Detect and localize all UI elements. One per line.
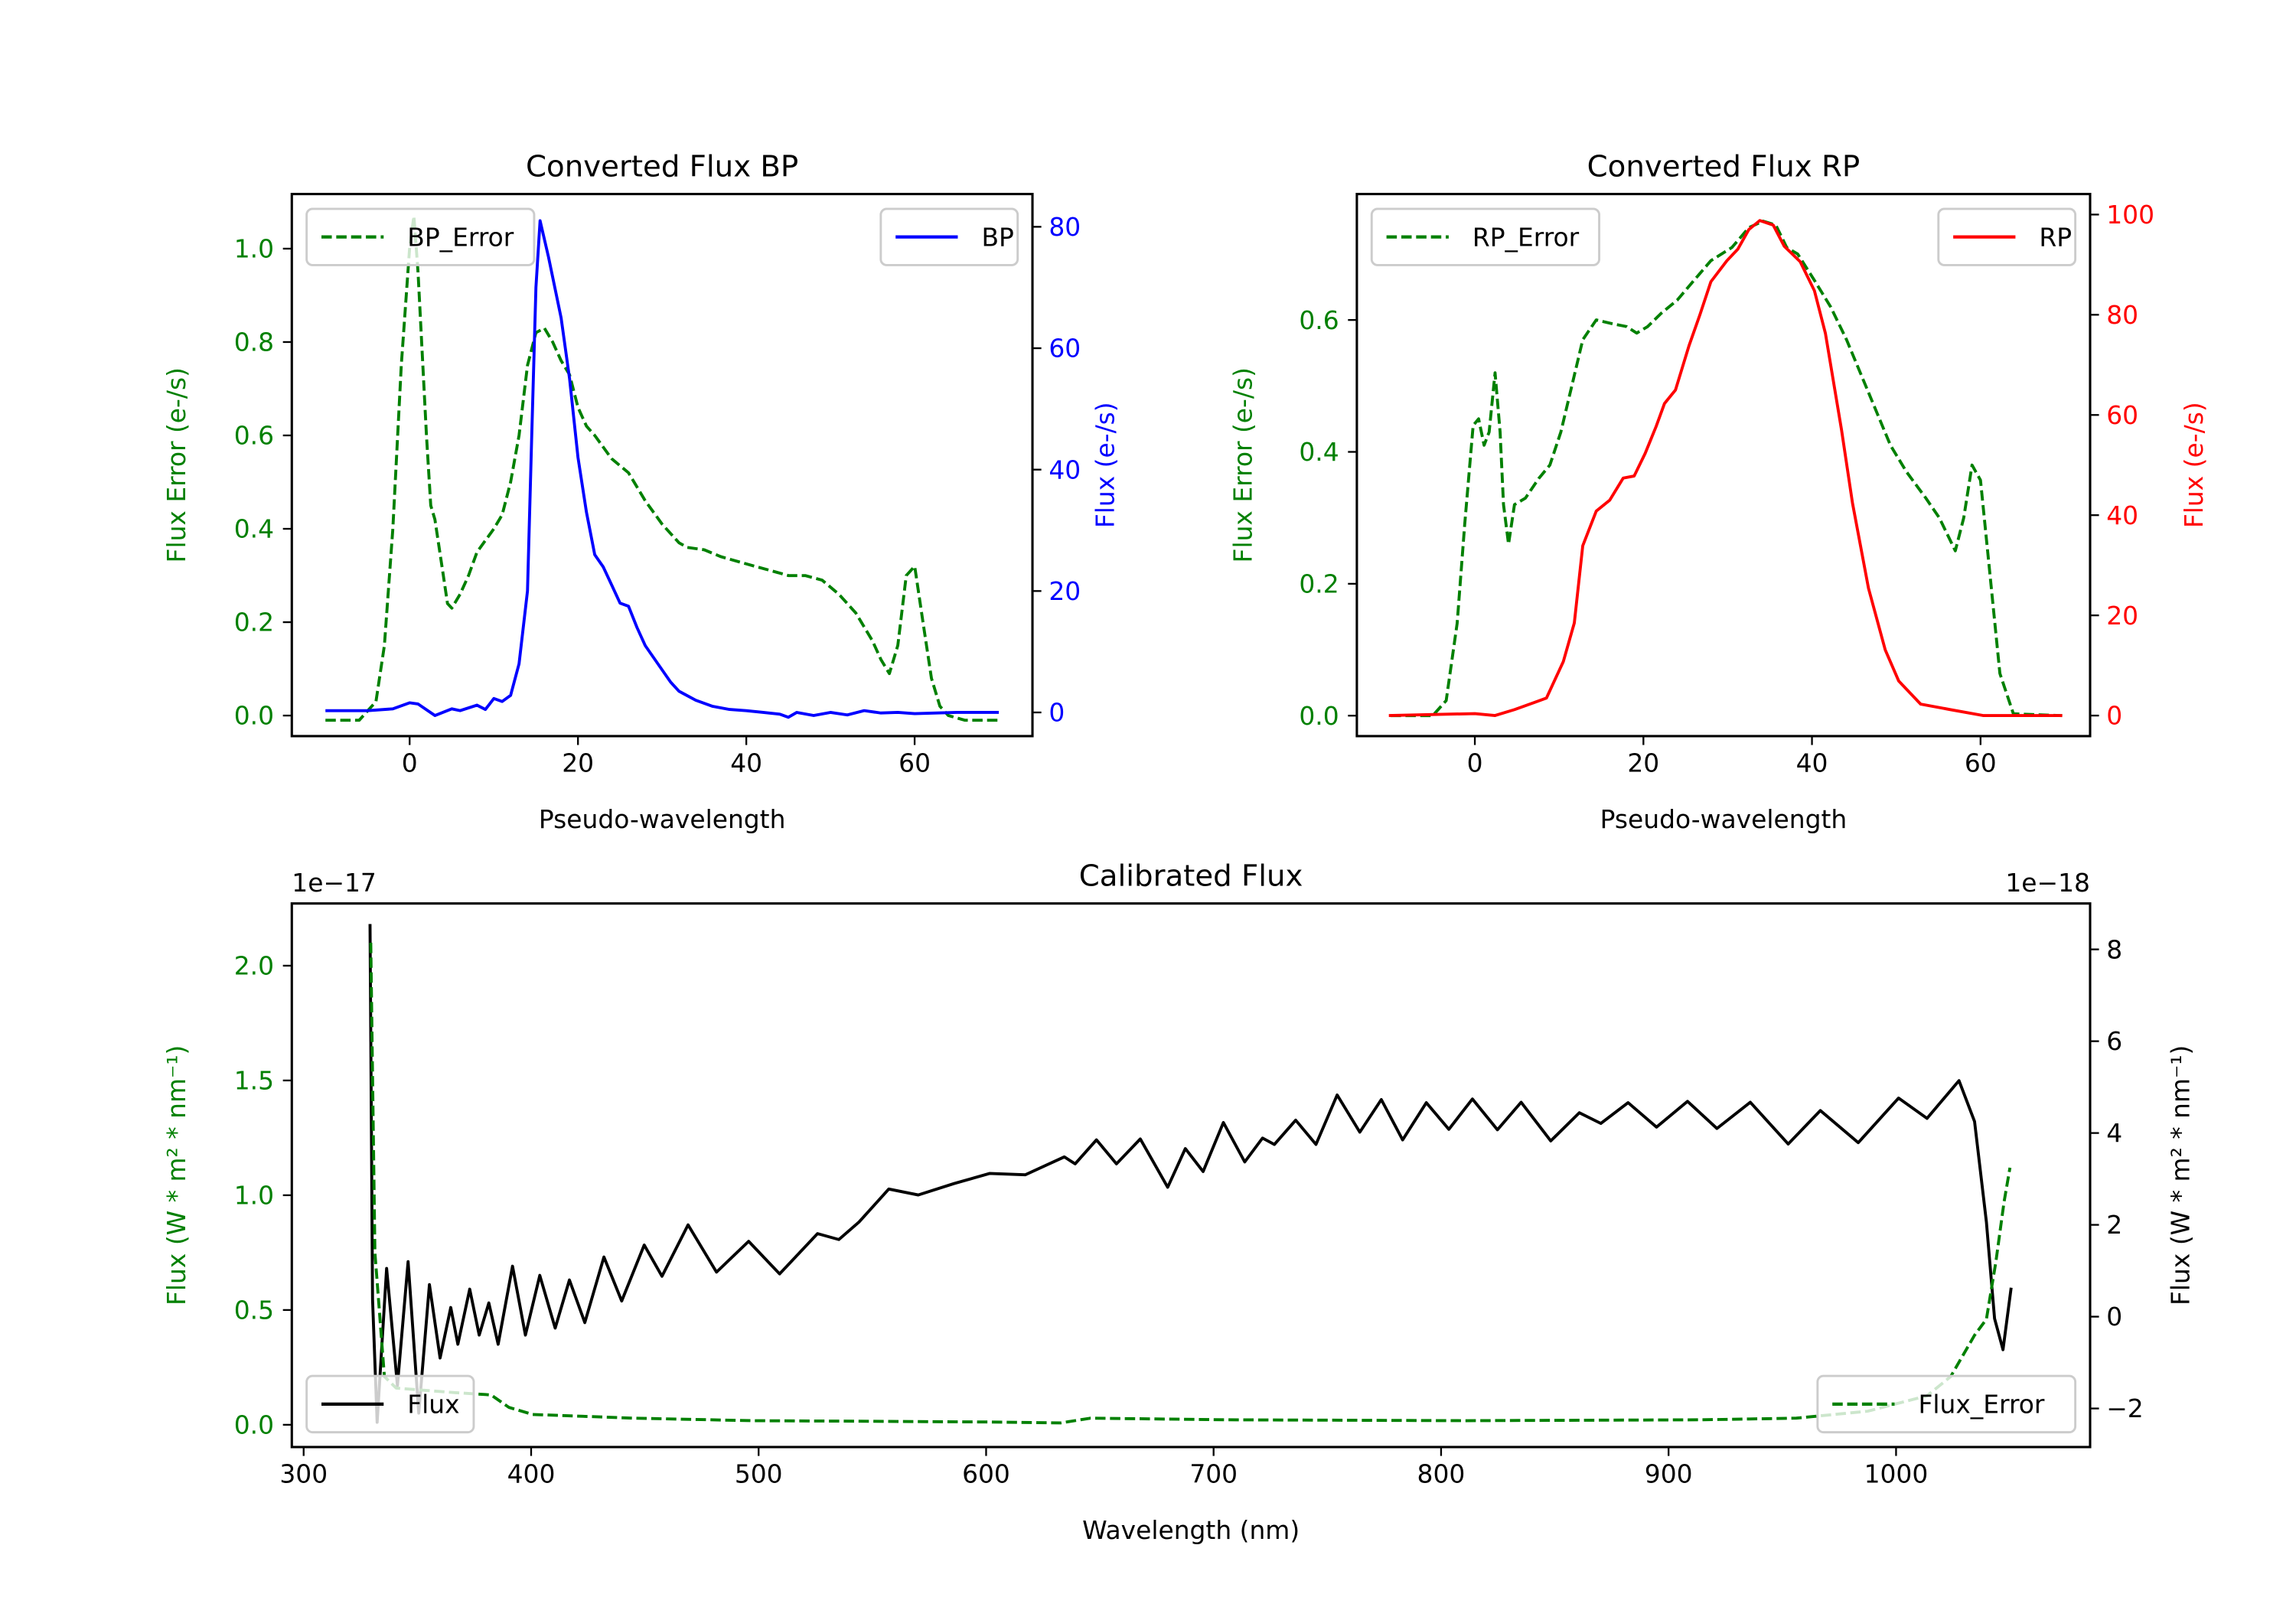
y-left-tick-label: 0.6 <box>1299 305 1339 335</box>
y-right-tick-label: 100 <box>2106 200 2154 230</box>
axes-frame <box>290 193 1034 738</box>
y-left-tick-label: 0.0 <box>234 701 274 731</box>
legend-box <box>305 207 536 266</box>
series-line-flux <box>368 924 2013 1424</box>
legend-label: BP_Error <box>407 222 514 252</box>
y-left-tick-label: 1.0 <box>234 1181 274 1211</box>
y-left-tick-label: 0.0 <box>1299 701 1339 731</box>
legend-rp-error: RP_Error <box>1370 207 1601 266</box>
x-tick-label: 0 <box>402 748 418 777</box>
series-line-rp <box>1388 219 2063 717</box>
x-tick-label: 20 <box>1627 748 1659 777</box>
y-right-tick-label: 80 <box>1049 212 1081 242</box>
y-right-tick-label: 8 <box>2106 934 2122 964</box>
legend-bp: BP <box>879 207 1019 266</box>
y-left-tick-label: 1.5 <box>234 1066 274 1096</box>
x-axis-label: Wavelength (nm) <box>1082 1515 1300 1545</box>
x-tick-label: 40 <box>730 748 762 777</box>
x-tick-label: 60 <box>899 748 931 777</box>
x-axis-label: Pseudo-wavelength <box>539 804 786 834</box>
legend-flux: Flux <box>305 1374 475 1434</box>
x-axis-label: Pseudo-wavelength <box>1600 804 1848 834</box>
y-left-tick-label: 0.4 <box>234 514 274 544</box>
legend-label: BP <box>981 222 1013 252</box>
y-right-tick-label: 4 <box>2106 1118 2122 1148</box>
y-left-tick-label: 1.0 <box>234 234 274 264</box>
y-left-tick-label: 0.2 <box>234 608 274 637</box>
y-right-tick-label: 20 <box>1049 576 1081 606</box>
x-tick-label: 20 <box>562 748 594 777</box>
y-left-tick-label: 0.5 <box>234 1296 274 1325</box>
y-left-axis-label: Flux (W * m² * nm⁻¹) <box>161 1045 191 1305</box>
y-left-offset-text: 1e−17 <box>292 868 377 898</box>
y-left-axis-label: Flux Error (e-/s) <box>1228 367 1257 562</box>
x-tick-label: 500 <box>735 1459 783 1488</box>
y-right-tick-label: 0 <box>1049 698 1065 728</box>
x-tick-label: 60 <box>1965 748 1997 777</box>
y-right-offset-text: 1e−18 <box>2005 868 2090 898</box>
y-right-tick-label: 20 <box>2106 601 2138 631</box>
y-right-tick-label: 80 <box>2106 300 2138 330</box>
y-left-axis-label: Flux Error (e-/s) <box>161 367 191 562</box>
x-tick-label: 1000 <box>1864 1459 1929 1488</box>
x-tick-label: 800 <box>1417 1459 1466 1488</box>
chart-panel-1: RP_Error RP 0 20 40 60 0.0 0.2 0.4 0.6 0 20 40 60 80 10… <box>1228 149 2209 834</box>
legend-box <box>305 1374 475 1434</box>
y-left-tick-label: 0.4 <box>1299 437 1339 467</box>
y-right-axis-label: Flux (e-/s) <box>1090 402 1120 528</box>
legend-label: Flux <box>407 1389 459 1419</box>
legend-label: RP <box>2039 222 2072 252</box>
legend-label: RP_Error <box>1473 222 1580 252</box>
y-right-tick-label: 40 <box>1049 455 1081 484</box>
x-tick-label: 900 <box>1645 1459 1693 1488</box>
legend-flux-error: Flux_Error <box>1816 1374 2077 1434</box>
chart-panel-2: Flux Flux_Error 300 400 500 600 700 800 900 1000 0… <box>161 859 2196 1545</box>
y-left-tick-label: 0.6 <box>234 421 274 451</box>
x-tick-label: 400 <box>507 1459 556 1488</box>
series-line-flux-error <box>369 942 2012 1425</box>
legend-label: Flux_Error <box>1918 1389 2044 1419</box>
y-left-tick-label: 0.8 <box>234 328 274 357</box>
y-right-tick-label: 60 <box>2106 400 2138 430</box>
x-tick-label: 300 <box>279 1459 328 1488</box>
series-line-bp-error <box>325 214 1000 722</box>
axes-frame <box>290 902 2092 1449</box>
y-right-tick-label: 0 <box>2106 701 2122 731</box>
axes-frame <box>1355 193 2092 738</box>
series-line-bp <box>325 219 1000 719</box>
chart-title: Calibrated Flux <box>1079 859 1303 893</box>
y-right-axis-label: Flux (e-/s) <box>2179 402 2209 528</box>
legend-bp-error: BP_Error <box>305 207 536 266</box>
legend-rp: RP <box>1937 207 2077 266</box>
chart-panel-0: BP_Error BP 0 20 40 60 0.0 0.2 0.4 0.6 0.8 1.0 0 20 40… <box>161 149 1120 834</box>
x-tick-label: 0 <box>1467 748 1483 777</box>
y-right-tick-label: 60 <box>1049 334 1081 363</box>
y-right-tick-label: 6 <box>2106 1026 2122 1056</box>
y-left-tick-label: 0.0 <box>234 1410 274 1439</box>
legend-box <box>1816 1374 2077 1434</box>
y-right-tick-label: 40 <box>2106 500 2138 530</box>
y-right-axis-label: Flux (W * m² * nm⁻¹) <box>2166 1045 2196 1305</box>
chart-title: Converted Flux BP <box>526 149 798 184</box>
y-right-tick-label: 0 <box>2106 1302 2122 1332</box>
chart-title: Converted Flux RP <box>1587 149 1861 184</box>
y-left-tick-label: 2.0 <box>234 951 274 981</box>
series-line-rp-error <box>1391 220 2063 718</box>
legend-box <box>1370 207 1601 266</box>
y-left-tick-label: 0.2 <box>1299 569 1339 598</box>
y-right-tick-label: 2 <box>2106 1210 2122 1240</box>
x-tick-label: 600 <box>962 1459 1010 1488</box>
x-tick-label: 700 <box>1189 1459 1238 1488</box>
y-right-tick-label: −2 <box>2106 1393 2144 1423</box>
x-tick-label: 40 <box>1796 748 1828 777</box>
